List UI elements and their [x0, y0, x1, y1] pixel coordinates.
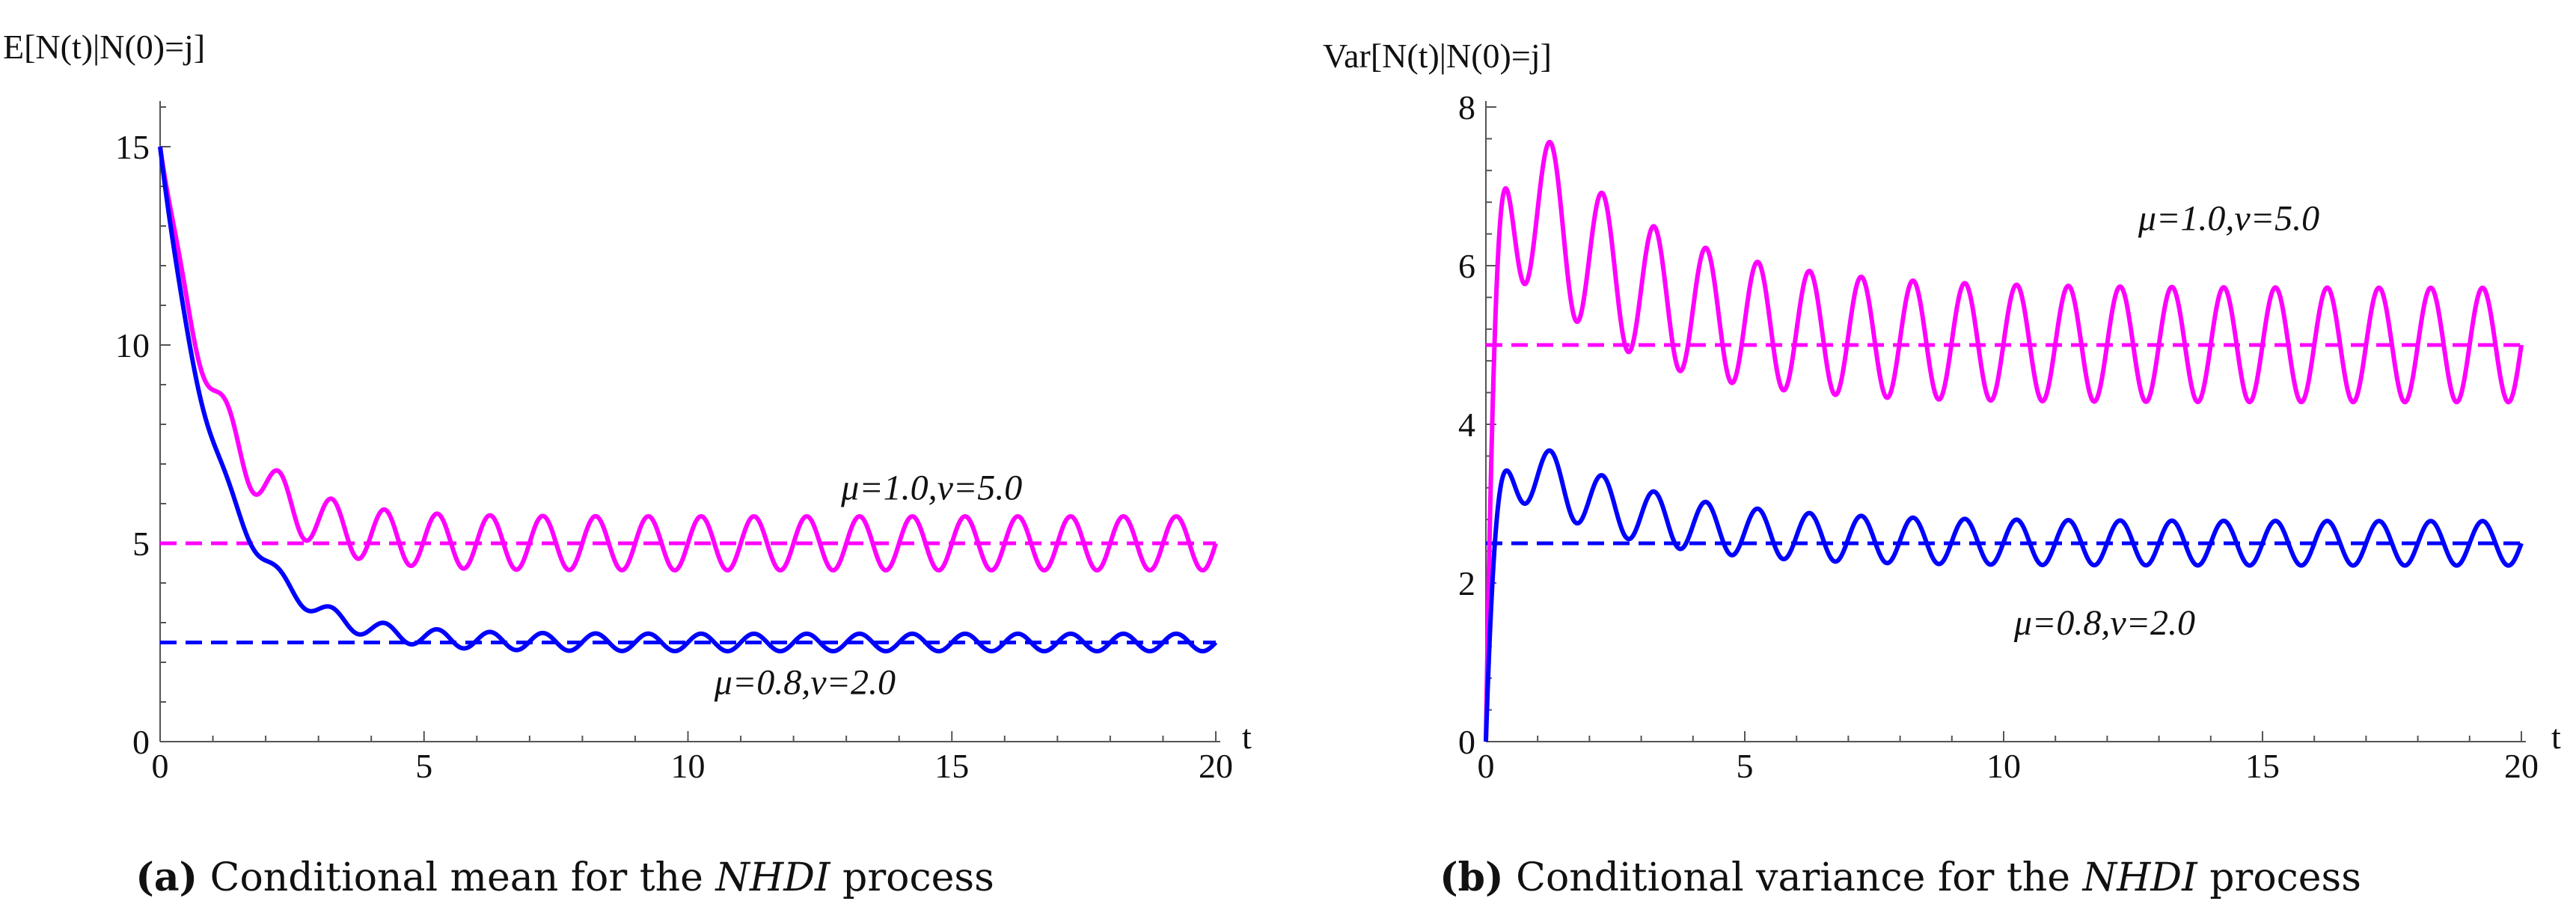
y-tick-label-b: 4: [1458, 406, 1475, 444]
series-line-b-1: [1484, 448, 2524, 742]
x-tick-label-a: 15: [934, 747, 969, 785]
y-tick-label-b: 0: [1458, 723, 1475, 761]
x-tick-label-b: 10: [1986, 747, 2021, 785]
x-tick-label-b: 5: [1737, 747, 1754, 785]
x-tick-label-a: 5: [415, 747, 432, 785]
caption-a-ital: NHDI: [714, 855, 831, 900]
series-line-a-0: [158, 146, 1218, 573]
series-line-b-0: [1484, 139, 2524, 742]
caption-b-pre: Conditional variance for the: [1516, 855, 2082, 900]
x-axis-label-b: t: [2551, 718, 2561, 756]
x-tick-label-b: 15: [2245, 747, 2280, 785]
annotation-a-0: μ=1.0,ν=5.0: [840, 468, 1022, 508]
caption-a-tag: (a): [135, 855, 198, 900]
x-tick-label-a: 20: [1199, 747, 1233, 785]
caption-a: (a) Conditional mean for the NHDI proces…: [135, 855, 994, 900]
annotation-b-1: μ=0.8,ν=2.0: [2013, 603, 2195, 643]
y-tick-label-b: 2: [1458, 564, 1475, 602]
caption-b-ital: NHDI: [2081, 855, 2199, 900]
x-axis-label-a: t: [1242, 718, 1252, 756]
y-tick-label-a: 5: [132, 525, 150, 563]
y-axis-label-b: Var[N(t)|N(0)=j]: [1323, 37, 1552, 75]
annotation-b-0: μ=1.0,ν=5.0: [2138, 198, 2319, 238]
caption-b: (b) Conditional variance for the NHDI pr…: [1440, 855, 2361, 900]
x-tick-label-a: 10: [671, 747, 706, 785]
panel-a: 0 5 10 15 20 0 5 10 15 μ=1.0,ν=5.0 μ=0.8,ν=2.0 E[N…: [3, 28, 1252, 900]
y-tick-label-a: 0: [132, 723, 150, 761]
x-tick-label-b: 0: [1478, 747, 1495, 785]
panel-b: 0 5 10 15 20 0 2 4 6 8 μ=1.0,ν=5.0 μ=0.8,ν=2.0 Var[…: [1323, 37, 2561, 900]
y-tick-label-a: 10: [115, 326, 150, 364]
y-tick-label-b: 6: [1458, 247, 1475, 285]
x-tick-label-a: 0: [152, 747, 169, 785]
y-tick-label-b: 8: [1458, 88, 1475, 126]
y-axis-label-a: E[N(t)|N(0)=j]: [3, 28, 205, 66]
caption-b-post: process: [2197, 855, 2361, 900]
y-tick-label-a: 15: [115, 128, 150, 166]
plot-a-area: 0 5 10 15 20 0 5 10 15 μ=1.0,ν=5.0 μ=0.8,ν=2.0: [115, 101, 1233, 785]
series-line-a-1: [158, 146, 1218, 654]
caption-b-tag: (b): [1440, 855, 1504, 900]
caption-a-pre: Conditional mean for the: [210, 855, 716, 900]
caption-a-post: process: [830, 855, 994, 900]
x-tick-label-b: 20: [2504, 747, 2539, 785]
plot-b-area: 0 5 10 15 20 0 2 4 6 8 μ=1.0,ν=5.0 μ=0.8,ν=2.0: [1458, 88, 2539, 785]
annotation-a-1: μ=0.8,ν=2.0: [714, 662, 896, 702]
